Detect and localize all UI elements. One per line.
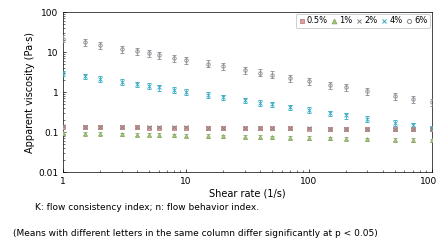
Text: (Means with different letters in the same column differ significantly at p < 0.0: (Means with different letters in the sam…: [13, 229, 378, 238]
Text: K: flow consistency index; n: flow behavior index.: K: flow consistency index; n: flow behav…: [35, 203, 259, 212]
X-axis label: Shear rate (1/s): Shear rate (1/s): [209, 189, 286, 199]
Legend: 0.5%, 1%, 2%, 4%, 6%: 0.5%, 1%, 2%, 4%, 6%: [296, 14, 430, 28]
Y-axis label: Apparent viscosity (Pa·s): Apparent viscosity (Pa·s): [25, 32, 35, 153]
